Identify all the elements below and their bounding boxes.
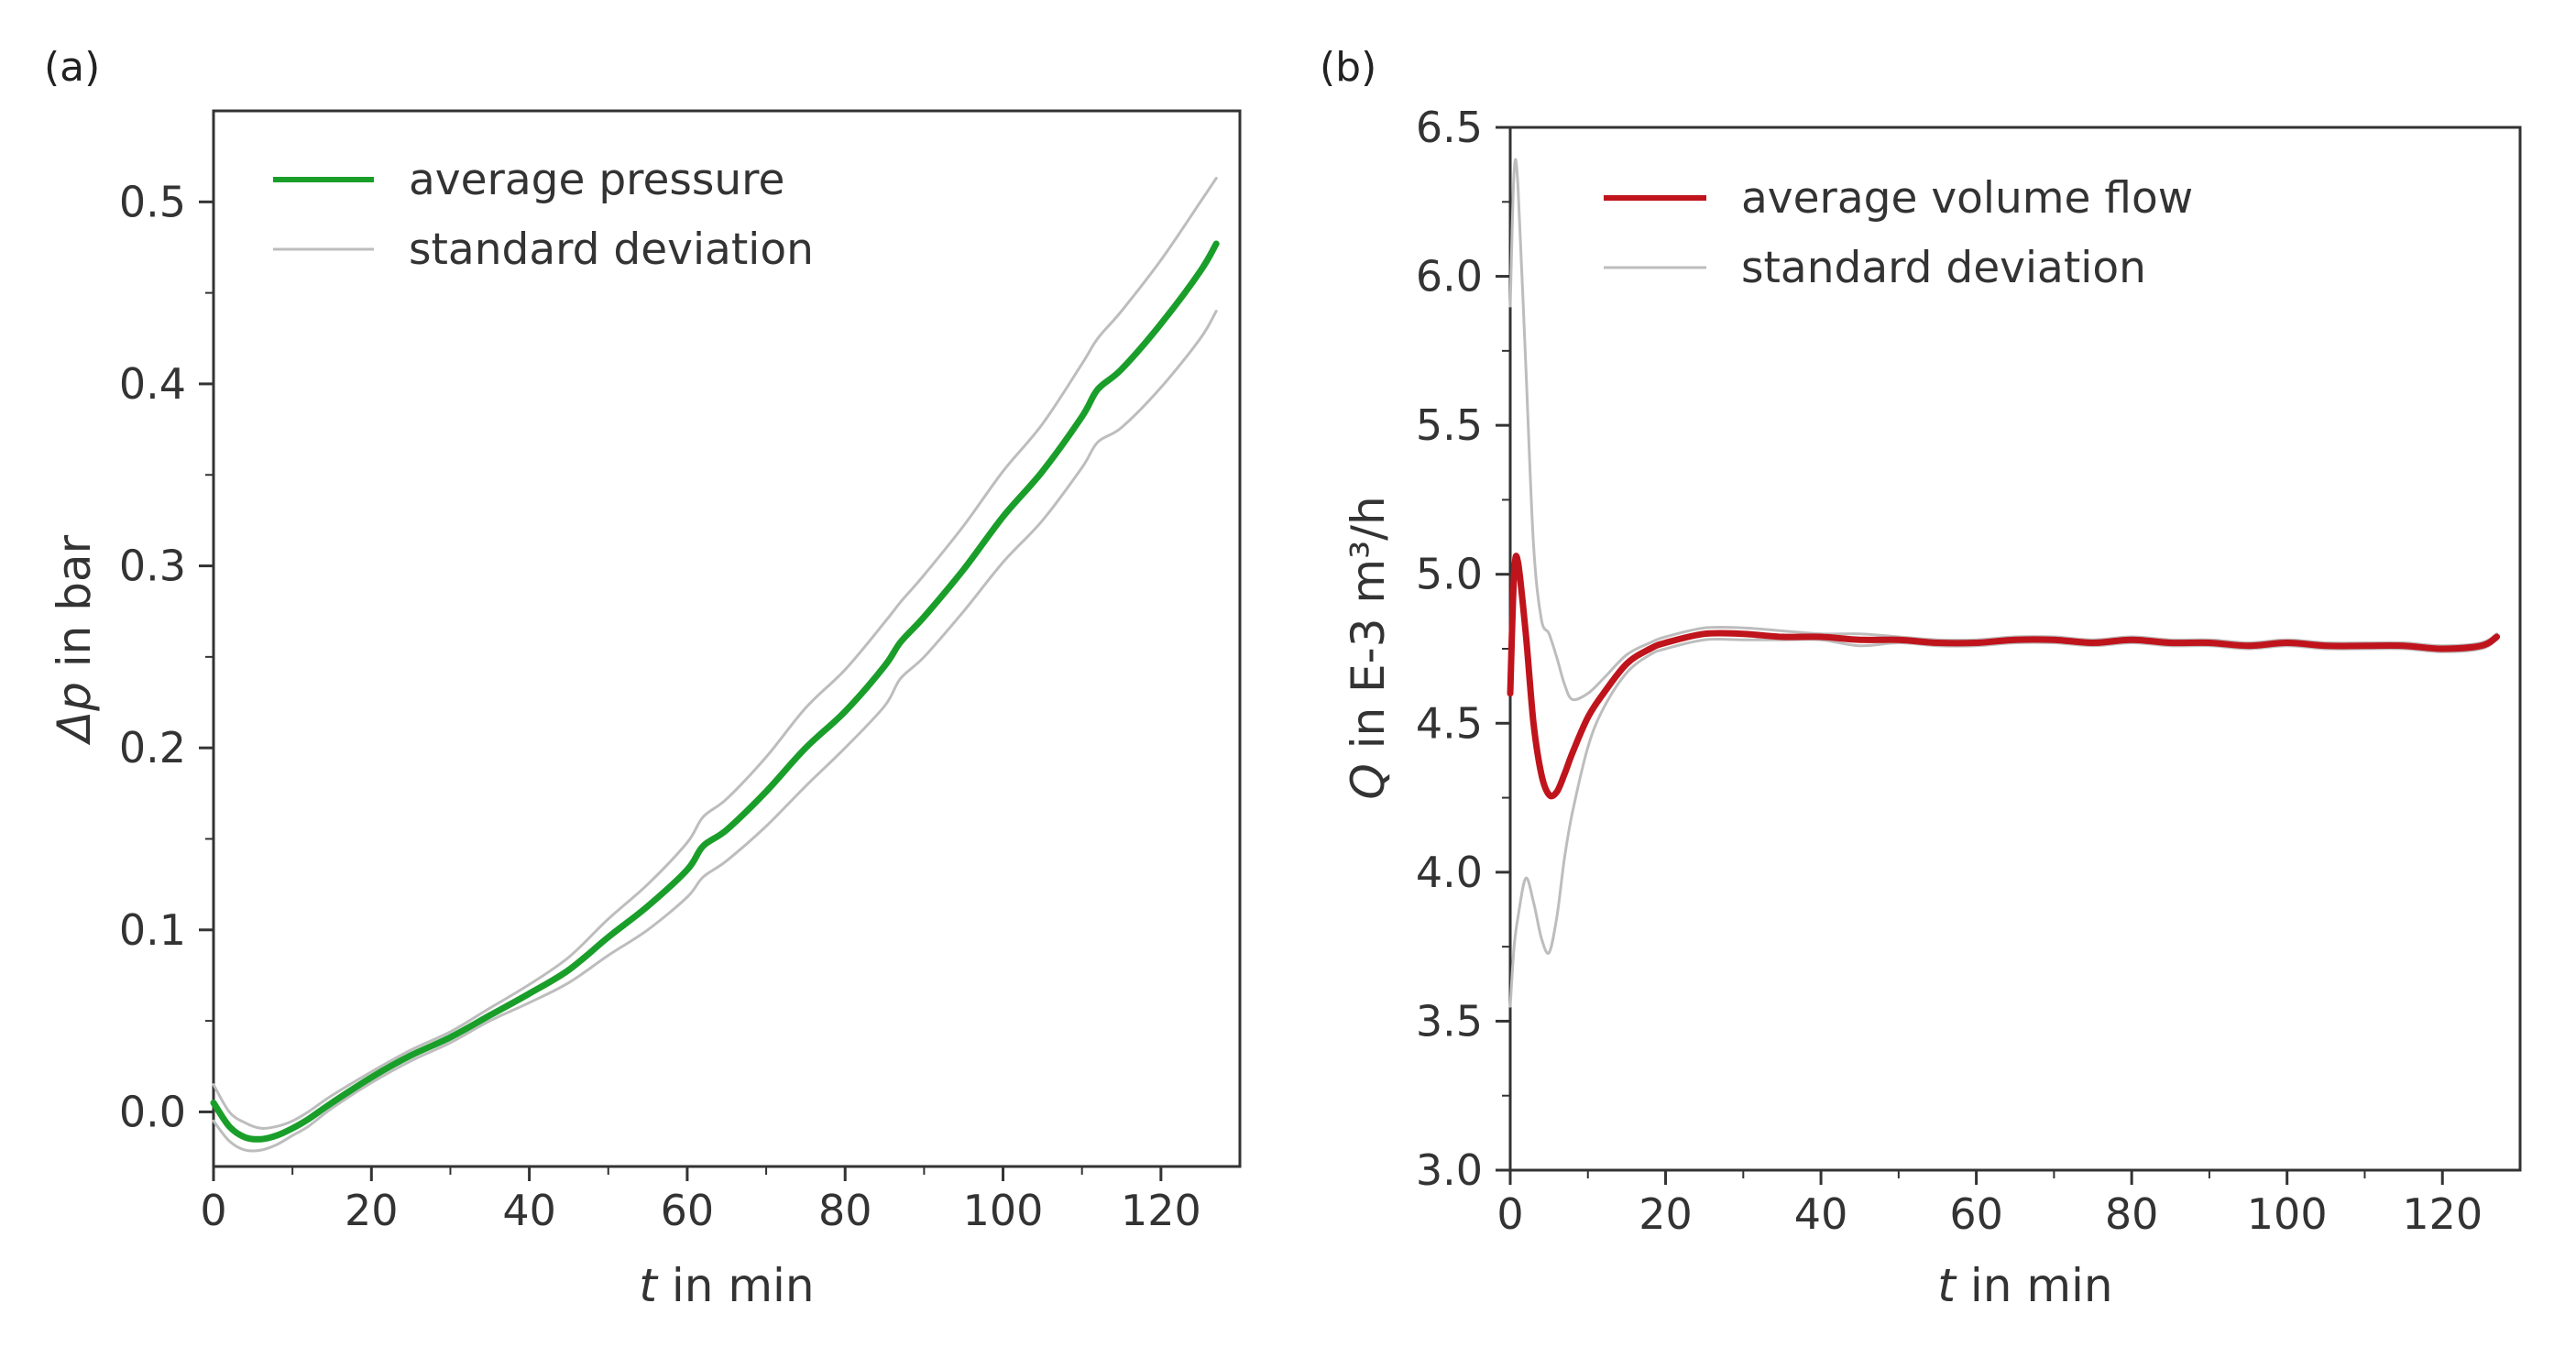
panel-a-y-tick-label: 0.4 [119, 359, 186, 409]
panel-a-x-tick-label: 20 [345, 1186, 399, 1235]
panel-a-y-tick-label: 0.5 [119, 177, 186, 226]
panel-b-x-tick-label: 40 [1794, 1189, 1848, 1239]
panel-a-ticks: 0 20 40 60 80 100 120 0.0 0.1 0.2 0.3 0.4 0.5 [119, 177, 1201, 1235]
panel-b-series-mean [1507, 553, 2501, 800]
panel-a-y-tick-label: 0.3 [119, 542, 186, 591]
panel-b-x-tick-label: 120 [2402, 1189, 2483, 1239]
panel-a-legend-std-label: standard deviation [409, 224, 814, 275]
panel-a-y-axis-var: Δp [48, 682, 101, 746]
panel-a-y-tick-label: 0.1 [119, 905, 186, 955]
panel-a-y-axis-title: Δp in bar [48, 534, 101, 746]
panel-b-series-std-lower [1508, 637, 2499, 1008]
panel-b-y-axis-rest: in E-3 m³/h [1342, 496, 1395, 763]
panel-b-y-tick-label: 5.0 [1416, 550, 1483, 599]
panel-a-x-tick-label: 40 [502, 1186, 556, 1235]
panel-a-legend: average pressure standard deviation [273, 155, 814, 275]
panel-b-legend-std-label: standard deviation [1741, 243, 2146, 293]
panel-a-series-std-lower [212, 310, 1218, 1153]
panel-a-series-std-upper [212, 177, 1218, 1130]
panel-b-y-tick-label: 6.5 [1416, 103, 1483, 152]
panel-b-x-axis-title: t in min [1937, 1259, 2112, 1312]
panel-b-series-std-upper [1508, 158, 2499, 702]
panel-a-plot-frame [212, 109, 1242, 1168]
panel-b-x-tick-label: 80 [2105, 1189, 2159, 1239]
panel-b-y-tick-label: 6.0 [1416, 252, 1483, 301]
panel-a-x-tick-label: 80 [818, 1186, 872, 1235]
panel-b-y-tick-label: 4.5 [1416, 698, 1483, 748]
panel-a-y-tick-label: 0.0 [119, 1087, 186, 1136]
panel-b-series [1507, 158, 2501, 1008]
panel-b-legend-mean-label: average volume flow [1741, 173, 2193, 224]
panel-b-x-tick-label: 20 [1639, 1189, 1693, 1239]
panel-b-x-axis-var: t [1937, 1259, 1957, 1312]
panel-b-y-axis-var: Q [1342, 763, 1395, 799]
panel-b-y-tick-label: 5.5 [1416, 400, 1483, 450]
panel-a-label: (a) [44, 44, 100, 91]
panel-a-y-axis-rest: in bar [48, 534, 101, 682]
panel-b-legend: average volume flow standard deviation [1604, 173, 2193, 293]
panel-a-x-tick-label: 60 [661, 1186, 715, 1235]
panel-b-ticks: 0 20 40 60 80 100 120 3.0 3.5 4.0 4.5 5.0 5.5 6.0 6.5 [1416, 103, 2483, 1239]
panel-a-x-axis-title: t in min [639, 1259, 814, 1312]
panel-b-y-tick-label: 3.5 [1416, 996, 1483, 1046]
panel-a-x-axis-rest: in min [657, 1259, 815, 1312]
panel-a-series-mean [210, 240, 1220, 1143]
panel-b-y-tick-label: 3.0 [1416, 1145, 1483, 1195]
panel-b-x-tick-label: 0 [1496, 1189, 1523, 1239]
panel-a-legend-mean-label: average pressure [409, 155, 784, 205]
panel-b-x-axis-rest: in min [1956, 1259, 2113, 1312]
panel-b: (b) 0 20 40 60 80 100 120 3.0 3.5 4.0 4.5 5.0 5.5 6.0… [1320, 44, 2522, 1312]
panel-b-x-tick-label: 100 [2247, 1189, 2328, 1239]
panel-a-y-tick-label: 0.2 [119, 723, 186, 772]
panel-b-x-tick-label: 60 [1949, 1189, 2003, 1239]
panel-b-y-tick-label: 4.0 [1416, 848, 1483, 897]
panel-a-x-tick-label: 120 [1121, 1186, 1201, 1235]
panel-a-x-axis-var: t [639, 1259, 659, 1312]
panel-b-y-axis-title: Q in E-3 m³/h [1342, 496, 1395, 799]
panel-a-x-tick-label: 0 [200, 1186, 226, 1235]
panel-a-x-tick-label: 100 [963, 1186, 1044, 1235]
panel-b-label: (b) [1320, 44, 1376, 91]
panel-a: (a) 0 20 40 60 80 100 120 0.0 0.1 0.2 0.3 0.4 0.5 t … [44, 44, 1242, 1312]
panel-a-series [210, 177, 1220, 1153]
